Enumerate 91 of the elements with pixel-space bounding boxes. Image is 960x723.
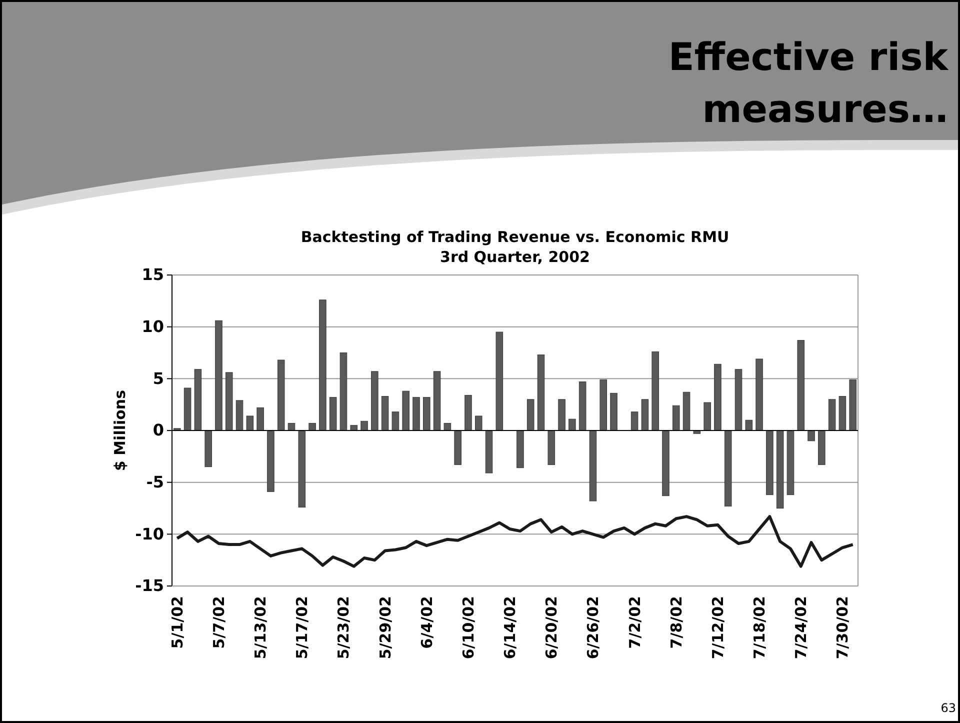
x-tick-label: 7/12/02 — [708, 596, 727, 660]
bar — [308, 422, 316, 431]
bar — [360, 420, 368, 431]
bar — [672, 405, 680, 431]
x-tick-label: 6/14/02 — [501, 596, 520, 660]
bar — [838, 396, 846, 431]
bar — [225, 372, 233, 431]
bar — [828, 399, 836, 431]
bar — [808, 430, 815, 442]
bar — [734, 369, 742, 431]
x-tick-label: 7/2/02 — [626, 596, 644, 649]
bar — [724, 430, 732, 506]
bar — [329, 397, 337, 431]
bar — [371, 371, 378, 431]
x-tick-label: 5/17/02 — [293, 596, 312, 660]
bar — [776, 430, 784, 508]
x-tick-label: 6/20/02 — [542, 596, 561, 660]
x-tick-label: 7/30/02 — [834, 596, 852, 660]
bar — [662, 430, 670, 496]
bar — [652, 351, 659, 431]
bar — [412, 397, 420, 431]
bar — [526, 399, 534, 431]
line-series — [176, 515, 854, 568]
x-tick-label: 7/18/02 — [750, 596, 769, 660]
bar — [298, 430, 306, 508]
y-tick-label: 5 — [152, 368, 164, 388]
bar — [485, 430, 493, 474]
x-tick-label: 5/13/02 — [252, 596, 270, 660]
bar — [630, 412, 638, 431]
y-axis-title: $ Millions — [111, 390, 129, 472]
x-tick-label: 7/8/02 — [667, 596, 686, 649]
bar — [423, 397, 430, 431]
y-tick-label: -10 — [135, 524, 164, 544]
bar — [558, 399, 566, 431]
bar — [194, 369, 202, 431]
bar — [267, 430, 274, 492]
bar — [246, 416, 254, 431]
bar — [319, 300, 326, 431]
bar — [548, 430, 556, 465]
bar — [537, 354, 545, 431]
bar — [256, 407, 264, 431]
bar — [849, 379, 856, 431]
bar — [474, 416, 482, 431]
bar — [641, 399, 649, 431]
bar — [277, 360, 285, 431]
bar — [454, 430, 462, 465]
bar — [236, 400, 244, 431]
bar — [392, 412, 400, 431]
y-tick-label: 10 — [142, 316, 164, 336]
bar — [402, 390, 410, 431]
bar — [184, 388, 192, 431]
bar — [204, 430, 212, 468]
bar — [786, 430, 794, 496]
bar — [797, 340, 805, 431]
bar — [464, 395, 472, 431]
x-tick-label: 6/10/02 — [459, 596, 478, 660]
bar — [745, 420, 753, 431]
x-tick-label: 7/24/02 — [792, 596, 810, 660]
chart-subtitle: 3rd Quarter, 2002 — [440, 248, 590, 266]
bar — [350, 425, 358, 431]
bar — [340, 352, 348, 431]
bar — [766, 430, 774, 496]
bar — [600, 379, 607, 431]
bar — [215, 320, 222, 431]
x-tick-label: 5/23/02 — [334, 596, 353, 660]
bar — [756, 358, 763, 431]
bar — [496, 332, 504, 431]
bar — [578, 382, 586, 431]
y-tick-label: 0 — [152, 420, 164, 440]
y-tick-label: -15 — [135, 576, 164, 596]
bar — [381, 396, 389, 431]
text: 63 — [940, 701, 956, 715]
y-tick-label: 15 — [142, 265, 164, 284]
x-tick-label: 5/7/02 — [210, 596, 228, 649]
bar — [516, 430, 524, 468]
x-tick-label: 6/4/02 — [418, 596, 436, 649]
chart-title: Backtesting of Trading Revenue vs. Economic RMU — [300, 228, 730, 246]
text: Effective risk measures… — [668, 35, 949, 131]
bar — [714, 364, 722, 431]
bar — [433, 371, 441, 431]
bar — [589, 430, 597, 502]
bar — [610, 392, 618, 431]
bar — [704, 402, 711, 431]
bar — [682, 392, 690, 431]
y-tick-label: -5 — [146, 472, 164, 492]
bar — [444, 422, 452, 431]
bar — [818, 430, 826, 465]
x-tick-label: 6/26/02 — [584, 596, 602, 660]
x-tick-label: 5/29/02 — [376, 596, 394, 660]
bar — [568, 418, 576, 431]
x-tick-label: 5/1/02 — [168, 596, 186, 649]
